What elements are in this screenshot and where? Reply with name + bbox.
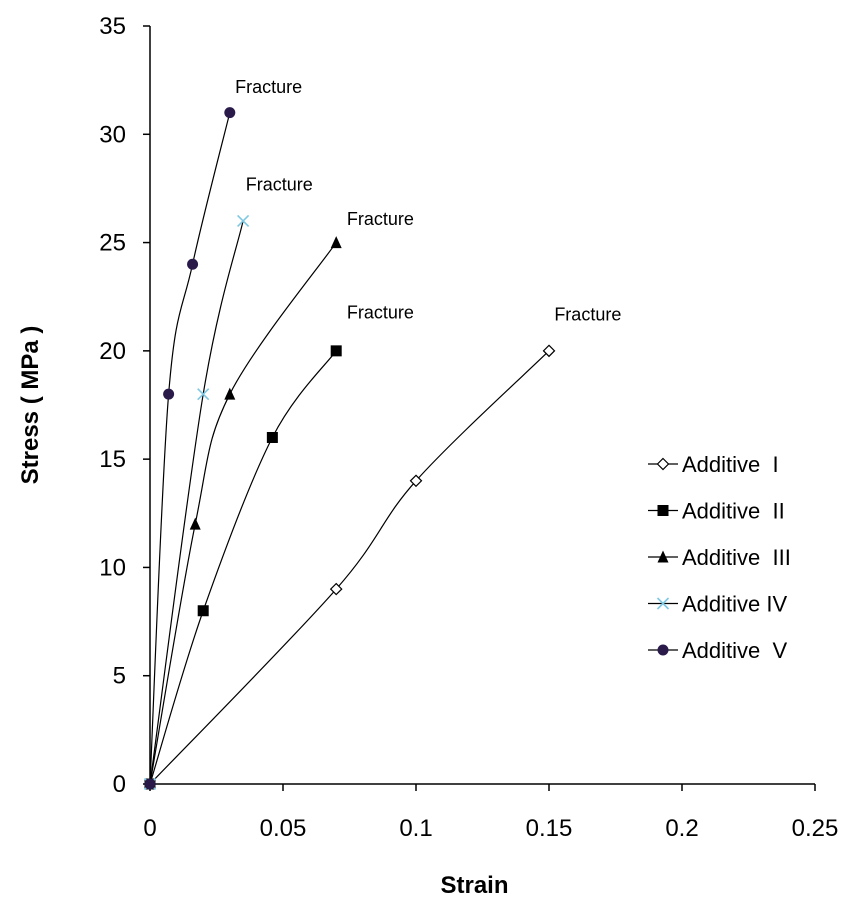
legend-entry: Additive II: [648, 499, 785, 524]
legend-label: Additive IV: [682, 592, 787, 617]
marker-open-diamond: [542, 344, 556, 358]
marker-x-cross: [656, 597, 670, 610]
x-tick-label: 0: [143, 815, 156, 842]
series-line: [149, 350, 550, 785]
fracture-annotation: Fracture: [554, 305, 621, 325]
series-5: [144, 107, 236, 790]
y-tick-label: 35: [99, 13, 126, 40]
y-tick-label: 10: [99, 554, 126, 581]
x-ticks: 0 0.05 0.1 0.15 0.2 0.25: [143, 784, 838, 842]
legend-label: Additive II: [682, 499, 785, 524]
series-4: [143, 214, 250, 791]
y-axis-title: Stress ( MPa ): [17, 326, 44, 485]
marker-filled-circle: [144, 778, 156, 790]
x-tick-label: 0.25: [792, 815, 839, 842]
annotation-layer: Fracture Fracture Fracture Fracture Fracture: [235, 77, 621, 324]
legend-label: Additive I: [682, 452, 779, 477]
marker-filled-triangle: [330, 236, 342, 249]
axes: [149, 26, 815, 785]
marker-open-diamond: [409, 474, 423, 488]
marker-filled-circle: [657, 644, 669, 656]
marker-filled-square: [266, 431, 278, 443]
series-1: [143, 344, 556, 791]
marker-filled-square: [197, 605, 209, 617]
series-line: [149, 242, 337, 785]
y-tick-label: 30: [99, 121, 126, 148]
x-tick-label: 0.2: [665, 815, 698, 842]
legend-label: Additive V: [682, 638, 787, 663]
marker-x-cross: [237, 214, 250, 227]
y-tick-label: 20: [99, 338, 126, 365]
marker-filled-square: [657, 505, 669, 516]
y-tick-label: 15: [99, 446, 126, 473]
x-axis-title: Strain: [440, 872, 508, 899]
x-tick-label: 0.15: [526, 815, 573, 842]
fracture-annotation: Fracture: [347, 302, 414, 322]
y-tick-label: 0: [113, 771, 126, 798]
series-line: [149, 112, 231, 785]
series-layer: [143, 107, 556, 791]
fracture-annotation: Fracture: [235, 77, 302, 97]
x-tick-label: 0.05: [260, 815, 307, 842]
x-tick-label: 0.1: [399, 815, 432, 842]
marker-filled-square: [330, 345, 342, 357]
marker-filled-triangle: [189, 517, 201, 530]
marker-filled-circle: [163, 388, 175, 400]
marker-filled-circle: [224, 107, 236, 119]
legend-entry: Additive III: [648, 545, 791, 570]
y-tick-label: 5: [113, 663, 126, 690]
legend-entry: Additive IV: [648, 592, 787, 617]
legend-entry: Additive I: [648, 452, 779, 477]
legend: Additive I Additive II Additive III Additiv…: [648, 452, 791, 663]
legend-entry: Additive V: [648, 638, 787, 663]
fracture-annotation: Fracture: [246, 175, 313, 195]
fracture-annotation: Fracture: [347, 209, 414, 229]
marker-x-cross: [197, 388, 210, 401]
marker-filled-circle: [187, 258, 199, 270]
series-2: [144, 345, 342, 790]
y-ticks: 0 5 10 15 20 25 30 35: [99, 13, 150, 798]
marker-open-diamond: [656, 457, 670, 471]
series-3: [144, 236, 342, 790]
legend-label: Additive III: [682, 545, 791, 570]
series-line: [149, 350, 337, 785]
series-line: [149, 220, 244, 785]
marker-open-diamond: [329, 582, 343, 596]
marker-filled-triangle: [657, 550, 669, 563]
marker-filled-triangle: [224, 387, 236, 400]
y-tick-label: 25: [99, 230, 126, 257]
